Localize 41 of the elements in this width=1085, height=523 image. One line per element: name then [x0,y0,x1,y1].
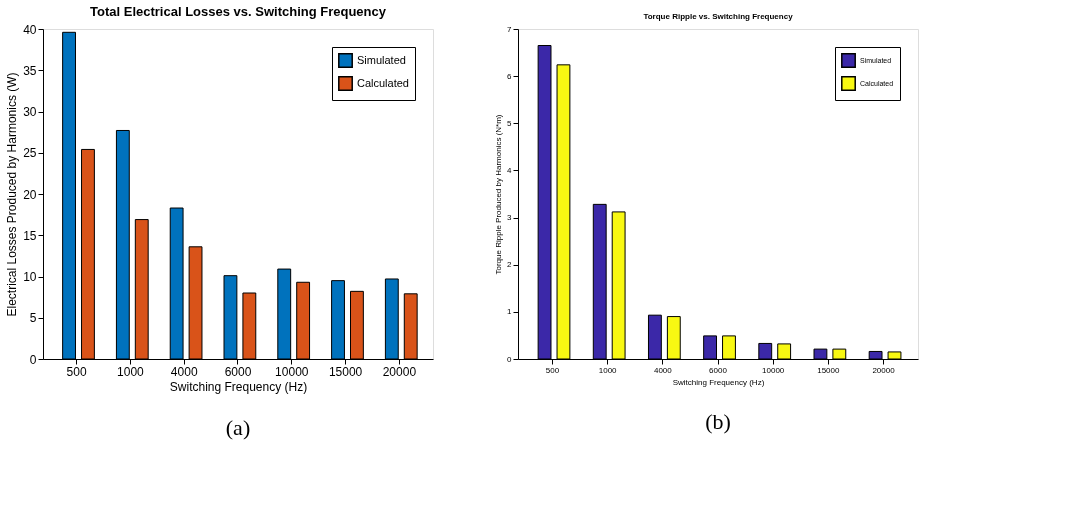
text: (b) [705,409,731,434]
text: (a) [225,415,251,440]
y-tick-label: 6 [507,71,513,81]
y-tick-label: 0 [29,352,37,367]
y-tick-label: 2 [507,260,513,270]
x-tick-label: 4000 [170,364,198,379]
x-tick-label: 20000 [382,364,417,379]
y-tick-label: 25 [23,146,37,161]
x-tick-label: 6000 [709,365,728,375]
y-tick-label: 30 [23,105,37,119]
x-tick-label: 10000 [275,364,309,379]
y-tick-label: 1 [507,307,513,317]
x-tick-label: 1000 [598,365,618,375]
x-tick-label: 4000 [653,365,673,375]
y-axis-title: Torque Ripple Produced by Harmonics (N*m) [494,114,504,275]
y-tick-label: 3 [507,213,513,223]
x-tick-label: 500 [66,364,87,379]
x-tick-label: 500 [545,365,560,375]
chart-title: Torque Ripple vs. Switching Frequency [643,12,794,21]
y-tick-label: 40 [23,22,37,37]
y-tick-label: 4 [507,165,513,175]
x-tick-label: 10000 [762,365,785,375]
x-tick-label: 20000 [872,365,896,375]
y-tick-label: 7 [507,24,513,34]
legend-label: Calculated [357,76,409,89]
x-axis-title: Switching Frequency (Hz) [672,377,765,387]
y-tick-label: 5 [29,311,37,326]
x-tick-label: 15000 [817,365,841,375]
y-tick-label: 15 [23,228,37,243]
y-tick-label: 35 [23,63,37,78]
y-tick-label: 10 [23,270,37,284]
legend-label: Simulated [357,53,406,66]
y-axis-title: Electrical Losses Produced by Harmonics (W) [5,72,20,317]
chart-title: Total Electrical Losses vs. Switching Frequency [90,4,387,19]
y-tick-label: 0 [507,354,513,364]
y-tick-label: 20 [23,187,37,202]
y-tick-label: 5 [507,118,513,128]
x-tick-label: 1000 [117,364,145,379]
x-axis-title: Switching Frequency (Hz) [169,379,308,394]
x-tick-label: 15000 [328,364,363,379]
x-tick-label: 6000 [224,364,252,379]
